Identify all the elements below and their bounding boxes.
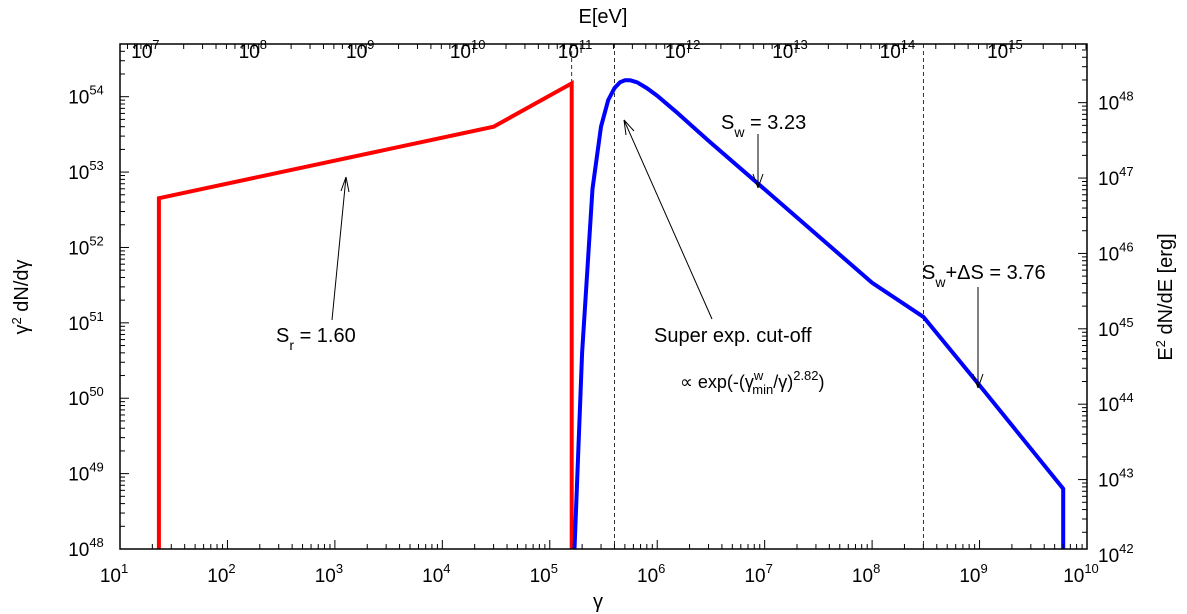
annotation-s-w: Sw = 3.23 (721, 112, 806, 189)
y2-axis-title: E2 dN/dE [erg] (1153, 233, 1178, 360)
y2-tick-label: 1044 (1098, 390, 1134, 416)
x2-tick-label: 107 (131, 37, 159, 63)
x2-tick-label: 109 (346, 37, 374, 63)
y-tick-label: 1053 (68, 158, 104, 184)
x-tick-label: 109 (959, 561, 987, 587)
x-tick-label: 101 (100, 561, 128, 587)
x-tick-label: 107 (744, 561, 772, 587)
plot-frame (119, 43, 1088, 550)
x2-tick-label: 108 (239, 37, 267, 63)
annotation-s-r: Sr = 1.60 (276, 176, 356, 353)
y-tick-label: 1048 (68, 535, 104, 561)
series-line-blue (572, 78, 1066, 550)
y2-tick-label: 1042 (1098, 541, 1134, 567)
y2-tick-label: 1046 (1098, 239, 1134, 265)
x2-tick-label: 1014 (880, 37, 916, 63)
x2-tick-label: 1013 (772, 37, 808, 63)
svg-text:Super exp. cut-off: Super exp. cut-off (654, 325, 812, 347)
x-tick-label: 105 (530, 561, 558, 587)
x2-tick-label: 1012 (665, 37, 701, 63)
tick-labels: 101 102 103 104 105 106 107 108 109 1010 1048 1049 1… (68, 37, 1133, 587)
x-axis-title: γ (593, 591, 603, 613)
y-axis-title: γ2 dN/dγ (9, 259, 34, 334)
svg-text:Sw+ΔS = 3.76: Sw+ΔS = 3.76 (922, 262, 1046, 290)
x2-tick-label: 1011 (558, 37, 593, 63)
svg-text:Sr = 1.60: Sr = 1.60 (276, 325, 356, 353)
y2-tick-label: 1047 (1098, 164, 1134, 190)
annotation-s-w-delta-s: Sw+ΔS = 3.76 (922, 262, 1046, 389)
y-tick-label: 1050 (68, 384, 104, 410)
svg-text:Sw = 3.23: Sw = 3.23 (721, 112, 806, 140)
x2-tick-label: 1015 (987, 37, 1023, 63)
y2-tick-label: 1048 (1098, 89, 1134, 115)
series-layer (156, 78, 1066, 550)
y-tick-label: 1049 (68, 460, 104, 486)
x-tick-label: 106 (637, 561, 665, 587)
x-tick-label: 1010 (1063, 561, 1099, 587)
annotation-cutoff: Super exp. cut-off ∝ exp(-(γw min/γ)2.82) (623, 119, 825, 397)
annotations: Sr = 1.60 Sw = 3.23 Sw+ΔS = 3.76 Super e… (276, 112, 1046, 397)
x-tick-label: 103 (315, 561, 343, 587)
y-tick-label: 1051 (68, 309, 104, 335)
y-tick-label: 1052 (68, 233, 104, 259)
x-tick-label: 108 (852, 561, 880, 587)
series-line-red (156, 80, 574, 549)
y-tick-label: 1054 (68, 83, 104, 109)
x2-axis-title: E[eV] (579, 6, 628, 28)
x2-tick-label: 1010 (450, 37, 486, 63)
x-tick-label: 102 (207, 561, 235, 587)
y2-tick-label: 1043 (1098, 466, 1134, 492)
ticks-layer (119, 43, 1088, 550)
y2-tick-label: 1045 (1098, 315, 1134, 341)
x-tick-label: 104 (422, 561, 450, 587)
